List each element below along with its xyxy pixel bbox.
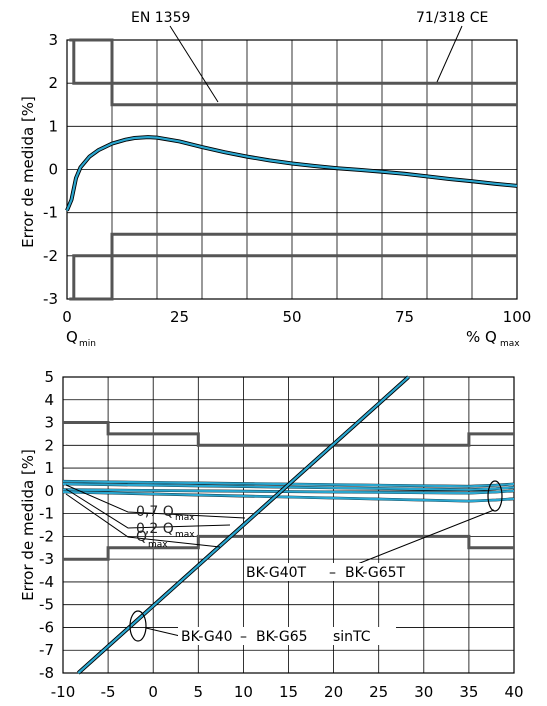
top-annotation-71318: 71/318 CE — [416, 10, 488, 26]
top-x-tick-label: 50 — [282, 308, 301, 326]
label-02qmax: 0,2 Q — [136, 521, 174, 537]
label-bk-g40: BK-G40 — [181, 629, 233, 645]
bottom-x-tick-label: 20 — [324, 683, 343, 701]
top-limit-71318 — [72, 40, 517, 85]
label-notc-bg — [178, 627, 396, 645]
bottom-x-tick-label: 10 — [234, 683, 253, 701]
bottom-ellipse-notc — [129, 610, 147, 642]
bottom-plot-frame — [62, 376, 515, 674]
bottom-x-tick-label: 40 — [504, 683, 523, 701]
label-qmax: Q — [136, 529, 147, 545]
bottom-y-tick-label: 3 — [44, 414, 54, 432]
bottom-temp-curve — [62, 480, 515, 488]
bottom-y-tick-label: -8 — [39, 664, 54, 682]
bottom-y-tick-label: -4 — [39, 573, 54, 591]
bottom-y-tick-label: 4 — [44, 391, 54, 409]
bottom-ellipse-temp — [487, 480, 503, 512]
bottom-y-tick-label: -2 — [39, 527, 54, 545]
bottom-temp-curve — [62, 482, 515, 491]
bottom-y-tick-label: 0 — [44, 482, 54, 500]
bottom-pointer-notc — [145, 627, 181, 637]
bottom-pointer-qmax — [65, 493, 221, 548]
bottom-limit-line — [63, 534, 514, 561]
label-bk-g40t: BK-G40T — [246, 565, 307, 581]
bottom-x-tick-label: -10 — [51, 683, 76, 701]
top-y-tick-label: 2 — [48, 74, 58, 92]
label-qmax-sub: max — [148, 540, 168, 550]
top-y-tick-label: -1 — [43, 204, 58, 222]
bottom-x-tick-label: 35 — [459, 683, 478, 701]
top-y-axis-label: Error de medida [%] — [19, 96, 37, 248]
bottom-sintc-line — [77, 376, 410, 674]
label-07qmax-sub: max — [175, 513, 195, 523]
top-error-curve — [65, 135, 518, 211]
top-x-axis-label: % Q — [466, 328, 497, 346]
top-x-tick-label: 0 — [62, 308, 72, 326]
bottom-y-tick-label: 1 — [44, 459, 54, 477]
bottom-x-tick-label: 0 — [148, 683, 158, 701]
top-plot-frame — [66, 39, 518, 300]
top-limit-71318 — [72, 254, 517, 299]
top-y-tick-label: 0 — [48, 161, 58, 179]
top-x-tick-label: 100 — [503, 308, 532, 326]
bottom-y-tick-label: -7 — [39, 641, 54, 659]
bottom-x-tick-label: 15 — [279, 683, 298, 701]
label-notc-dash: – — [240, 629, 247, 645]
bottom-pointer-02qmax — [65, 488, 231, 529]
bottom-y-axis-label: Error de medida [%] — [19, 449, 37, 601]
label-07qmax: 0,7 Q — [136, 504, 174, 520]
bottom-pointer-07qmax — [65, 484, 246, 519]
top-pointer-71318 — [436, 25, 463, 83]
bottom-y-tick-label: 2 — [44, 436, 54, 454]
top-y-tick-label: 1 — [48, 117, 58, 135]
bottom-x-tick-label: -5 — [101, 683, 116, 701]
label-bk-g65: BK-G65 — [256, 629, 308, 645]
bottom-y-tick-label: -3 — [39, 550, 54, 568]
label-temp-dash: – — [329, 565, 336, 581]
label-temp-bg — [244, 563, 414, 581]
bottom-pointer-temp — [354, 509, 495, 566]
label-sintc: sinTC — [333, 629, 371, 645]
top-x-tick-label: 75 — [395, 308, 414, 326]
top-chart: 0 25 50 75 100 3 2 1 0 -1 -2 -3 — [43, 25, 532, 326]
top-qmin-sub: min — [79, 339, 96, 349]
top-y-tick-label: 3 — [48, 31, 58, 49]
bottom-y-tick-label: -6 — [39, 618, 54, 636]
top-y-tick-label: -2 — [43, 247, 58, 265]
top-annotation-en1359: EN 1359 — [131, 10, 190, 26]
bottom-x-tick-label: 5 — [194, 683, 204, 701]
top-limit-en1359 — [69, 232, 517, 301]
top-pointer-en1359 — [169, 25, 219, 103]
bottom-x-tick-label: 25 — [369, 683, 388, 701]
top-x-tick-label: 25 — [170, 308, 189, 326]
bottom-chart: -10 -5 0 5 10 15 20 25 30 35 40543210-1-2-3-4-5-6-… — [39, 368, 524, 701]
bottom-limit-line — [63, 421, 514, 447]
bottom-temp-curve — [62, 488, 515, 495]
bottom-y-tick-label: -5 — [39, 596, 54, 614]
label-bk-g65t: BK-G65T — [345, 565, 406, 581]
top-y-tick-label: -3 — [43, 290, 58, 308]
top-qmin-label: Q — [66, 328, 78, 346]
top-x-axis-sub: max — [500, 339, 520, 349]
bottom-temp-curve — [62, 490, 515, 503]
bottom-x-tick-label: 30 — [414, 683, 433, 701]
bottom-y-tick-label: -1 — [39, 505, 54, 523]
label-02qmax-sub: max — [175, 530, 195, 540]
bottom-y-tick-label: 5 — [44, 368, 54, 386]
top-limit-en1359 — [69, 38, 517, 107]
